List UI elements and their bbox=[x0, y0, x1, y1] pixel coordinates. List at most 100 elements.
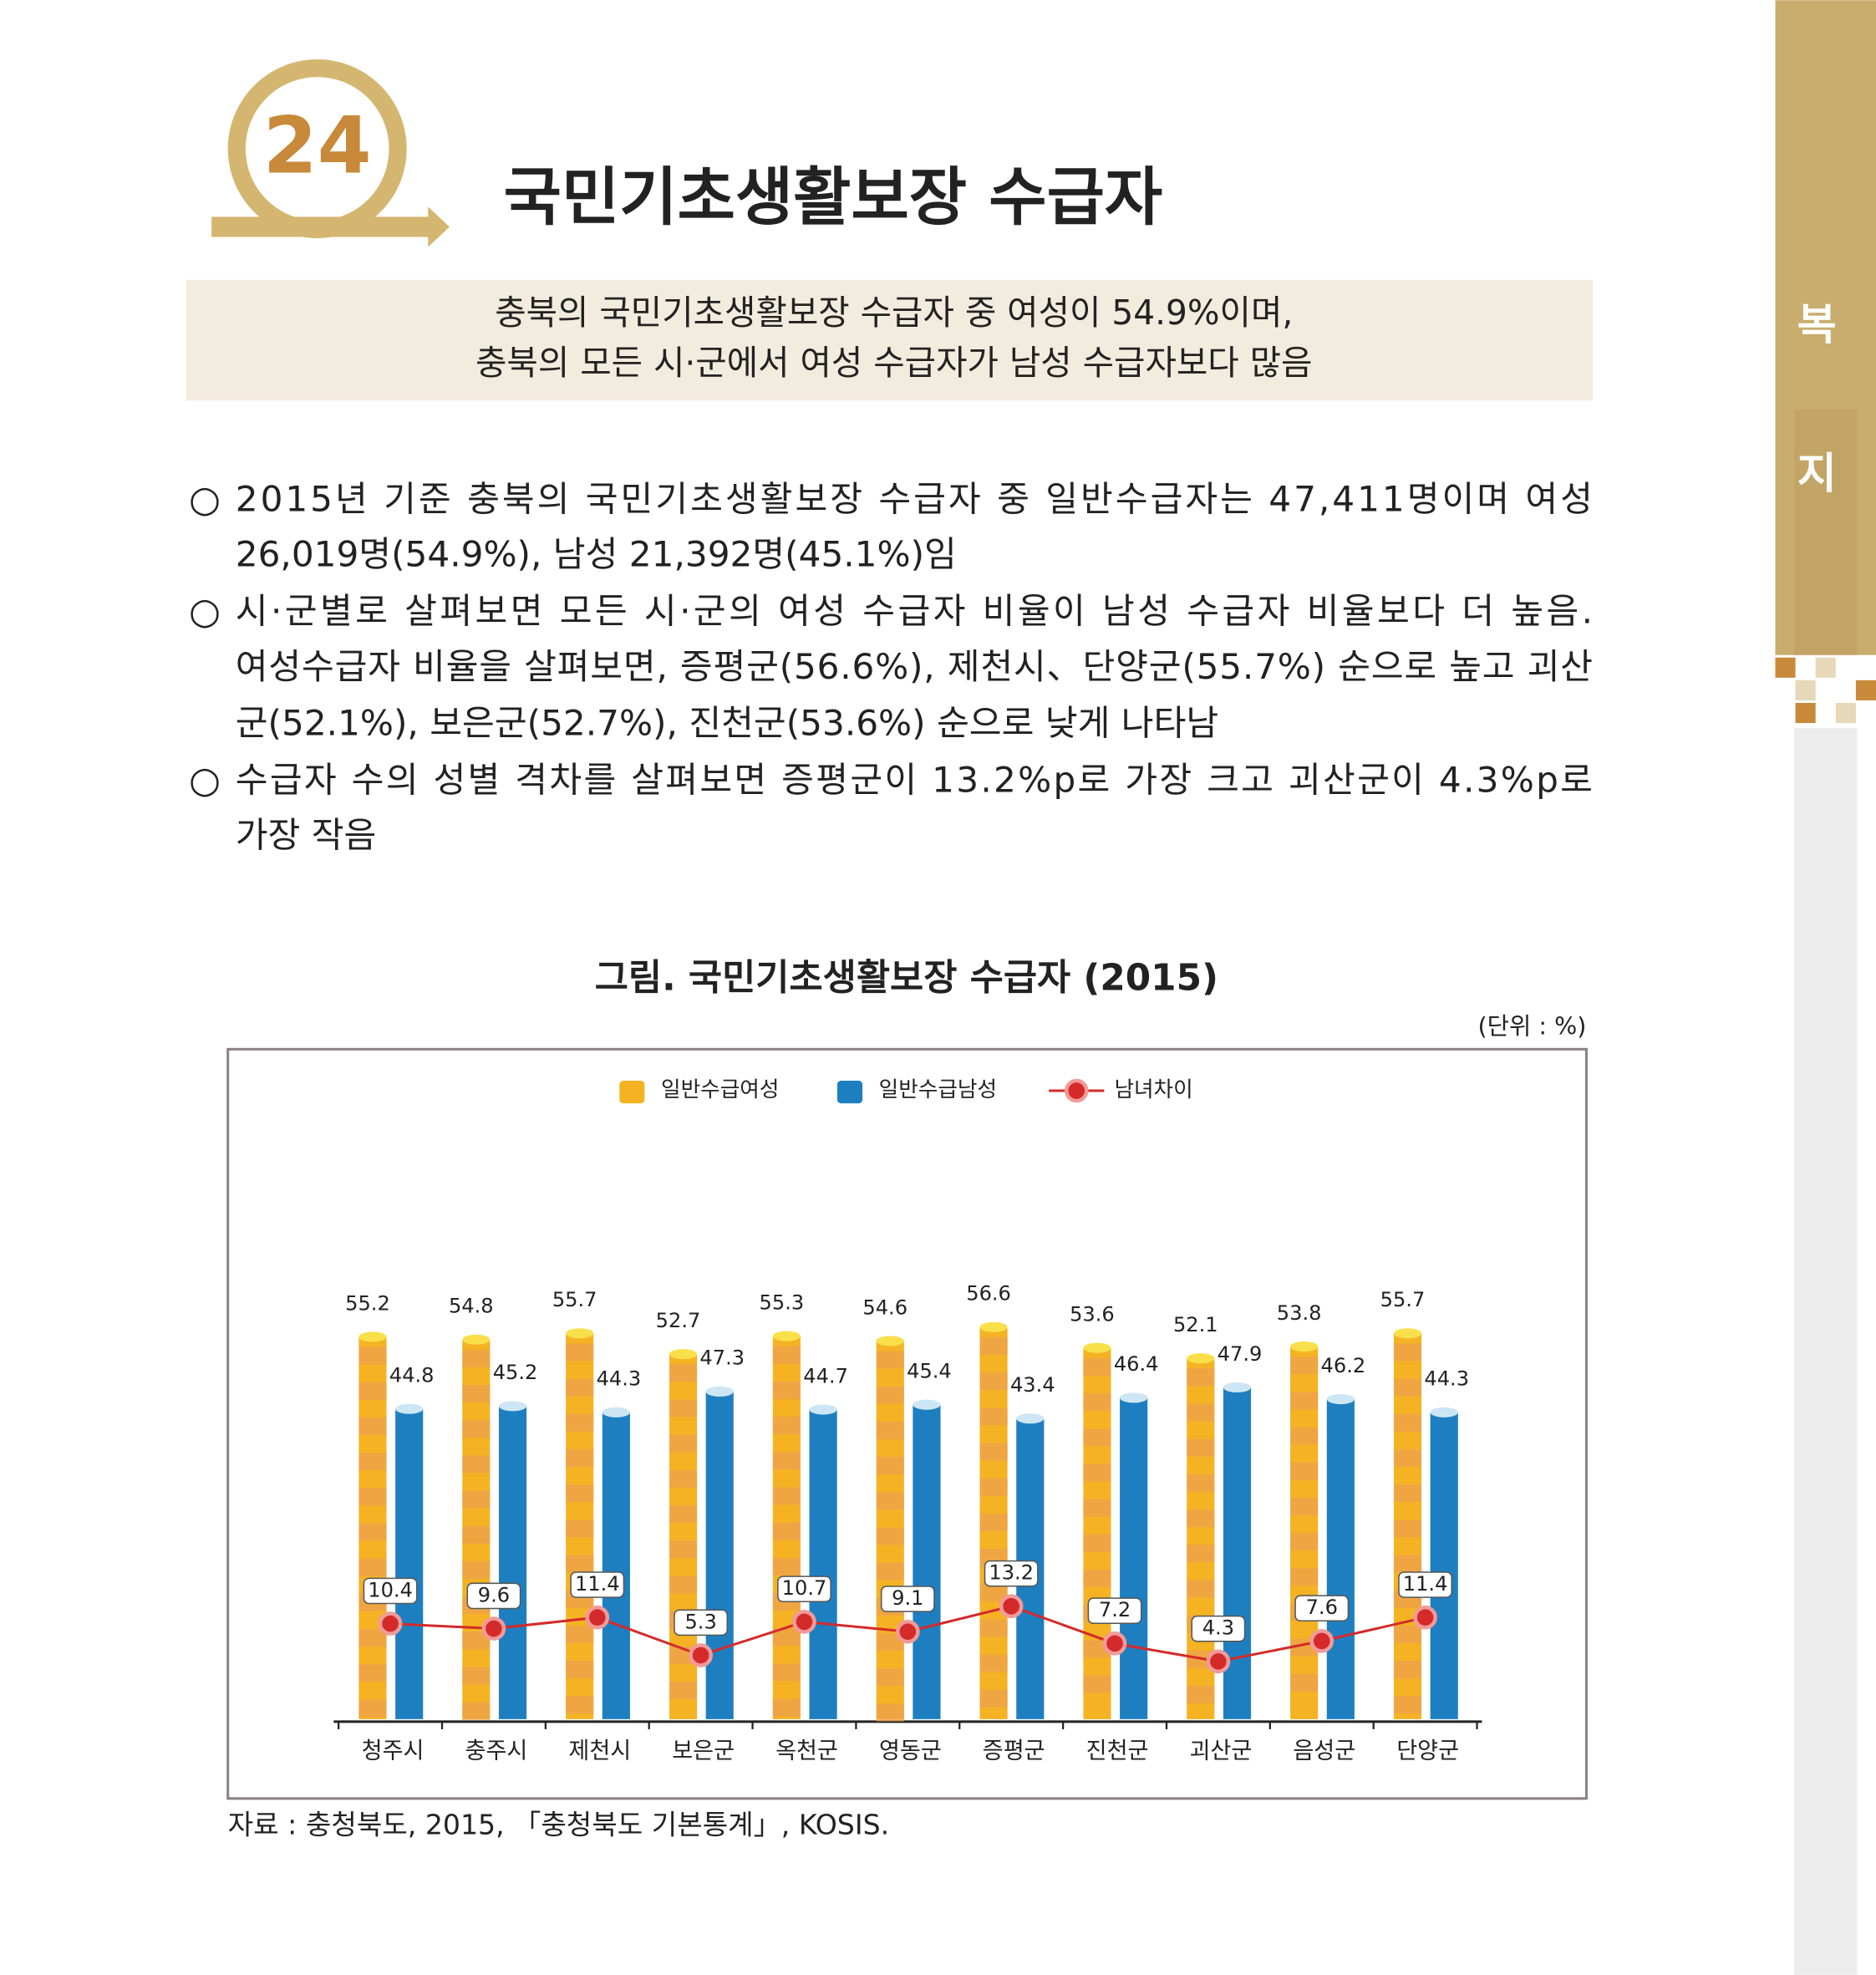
bar-stripe bbox=[876, 1703, 904, 1722]
bar-stripe bbox=[876, 1386, 904, 1404]
bar-stripe bbox=[979, 1407, 1008, 1426]
bar-stripe bbox=[876, 1632, 904, 1652]
bullet-line: 가장 작음 bbox=[236, 815, 377, 856]
gap-label: 9.1 bbox=[892, 1586, 923, 1610]
bar bbox=[913, 1404, 941, 1719]
bullet-line: 여성수급자 비율을 살펴보면, 증평군(56.6%), 제천시、단양군(55.7… bbox=[236, 646, 1593, 687]
bar-stripe bbox=[979, 1478, 1008, 1496]
bar-stripe bbox=[876, 1492, 904, 1510]
x-tick-label: 영동군 bbox=[879, 1738, 942, 1764]
label-box bbox=[674, 1609, 729, 1637]
bar-stripe bbox=[669, 1399, 698, 1418]
bar-stripe bbox=[979, 1443, 1008, 1461]
bar-stripe bbox=[669, 1364, 698, 1382]
bar-stripe bbox=[358, 1699, 387, 1718]
bar-cap bbox=[1223, 1382, 1252, 1392]
bar-cap bbox=[669, 1349, 698, 1360]
value-label: 54.8 bbox=[449, 1295, 494, 1318]
x-tick-label: 보은군 bbox=[672, 1738, 735, 1764]
bar-stripe bbox=[1083, 1534, 1111, 1552]
value-label: 52.7 bbox=[656, 1309, 701, 1332]
bullet-line: 26,019명(54.9%), 남성 21,392명(45.1%)임 bbox=[236, 534, 957, 575]
bar-stripe bbox=[1393, 1343, 1422, 1362]
gap-marker bbox=[1206, 1649, 1231, 1674]
value-label: 44.7 bbox=[803, 1364, 848, 1387]
value-label: 56.6 bbox=[966, 1282, 1011, 1306]
gap-marker bbox=[378, 1611, 403, 1636]
x-tick-label: 음성군 bbox=[1293, 1738, 1355, 1764]
bar-stripe bbox=[772, 1346, 801, 1364]
x-tick-label: 괴산군 bbox=[1189, 1738, 1252, 1764]
gap-marker bbox=[792, 1610, 816, 1634]
bar-stripe bbox=[1393, 1484, 1422, 1503]
summary-line: 충북의 국민기초생활보장 수급자 중 여성이 54.9%이며, bbox=[495, 293, 1293, 333]
bar-stripe bbox=[772, 1452, 801, 1470]
bar-stripe bbox=[462, 1525, 491, 1544]
bar-stripe bbox=[358, 1664, 387, 1682]
bar-stripe bbox=[772, 1698, 801, 1717]
bar-stripe bbox=[1083, 1499, 1111, 1517]
value-label: 52.1 bbox=[1173, 1313, 1218, 1336]
deco bbox=[1795, 702, 1816, 724]
bar-stripe bbox=[566, 1555, 594, 1573]
value-label: 55.2 bbox=[345, 1291, 390, 1315]
bar-stripe bbox=[1393, 1378, 1422, 1397]
side-tab-text: 지 bbox=[1797, 449, 1837, 499]
bar-stripe bbox=[1083, 1463, 1111, 1482]
value-label: 47.9 bbox=[1218, 1342, 1263, 1366]
side-tab-inner bbox=[1794, 409, 1858, 655]
bar-cap bbox=[462, 1334, 491, 1345]
bar-cap bbox=[602, 1407, 630, 1418]
bar-stripe bbox=[566, 1413, 594, 1432]
label-box bbox=[1398, 1571, 1452, 1598]
bar-cap bbox=[1393, 1328, 1422, 1339]
value-label: 46.4 bbox=[1114, 1352, 1159, 1376]
bar-cap bbox=[1430, 1407, 1458, 1418]
gap-label: 10.7 bbox=[782, 1576, 827, 1600]
x-tick-label: 진천군 bbox=[1086, 1738, 1149, 1764]
bar-stripe bbox=[876, 1457, 904, 1475]
x-tick-label: 증평군 bbox=[983, 1738, 1045, 1764]
bullet-line: 수급자 수의 성별 격차를 살펴보면 증평군이 13.2%p로 가장 크고 괴산… bbox=[236, 759, 1593, 800]
bar-stripe bbox=[462, 1702, 491, 1720]
bar-stripe bbox=[358, 1629, 387, 1647]
bar-stripe bbox=[358, 1558, 387, 1576]
bar-stripe bbox=[1290, 1673, 1319, 1692]
chart-frame bbox=[226, 1047, 1588, 1800]
bar-cap bbox=[913, 1399, 941, 1410]
value-label: 46.2 bbox=[1321, 1354, 1366, 1377]
value-label: 54.6 bbox=[862, 1295, 907, 1319]
bar-stripe bbox=[979, 1513, 1008, 1531]
deco bbox=[1835, 702, 1856, 724]
gap-marker bbox=[1309, 1629, 1335, 1653]
bar-stripe bbox=[669, 1504, 698, 1524]
bar-cap bbox=[498, 1401, 527, 1412]
value-label: 55.7 bbox=[1380, 1288, 1426, 1311]
bar-stripe bbox=[1290, 1462, 1319, 1480]
legend-label: 일반수급여성 bbox=[661, 1077, 779, 1102]
bar bbox=[1120, 1397, 1148, 1719]
bar-stripe bbox=[979, 1654, 1008, 1672]
gap-label: 13.2 bbox=[989, 1561, 1034, 1585]
value-label: 55.7 bbox=[552, 1288, 597, 1311]
bar-cap bbox=[1187, 1353, 1215, 1364]
bar-cap bbox=[979, 1321, 1008, 1332]
bar-stripe bbox=[1290, 1568, 1319, 1586]
gap-label: 10.4 bbox=[368, 1578, 413, 1601]
bar-stripe bbox=[1083, 1357, 1111, 1376]
label-box bbox=[1294, 1595, 1350, 1622]
bar-cap bbox=[358, 1331, 387, 1342]
legend-label: 남녀차이 bbox=[1114, 1077, 1192, 1102]
gap-label: 9.6 bbox=[478, 1583, 510, 1606]
summary-line: 충북의 모든 시·군에서 여성 수급자가 남성 수급자보다 많음 bbox=[475, 343, 1312, 383]
bar-stripe bbox=[358, 1488, 387, 1506]
bar-stripe bbox=[358, 1523, 387, 1541]
unit: (단위 : %) bbox=[1477, 1012, 1586, 1041]
x-tick-label: 청주시 bbox=[362, 1738, 425, 1764]
bar-stripe bbox=[876, 1421, 904, 1439]
bar-stripe bbox=[772, 1628, 801, 1647]
bar-stripe bbox=[876, 1562, 904, 1581]
bar-stripe bbox=[358, 1417, 387, 1435]
bar bbox=[395, 1408, 424, 1719]
bar-stripe bbox=[1290, 1427, 1319, 1445]
